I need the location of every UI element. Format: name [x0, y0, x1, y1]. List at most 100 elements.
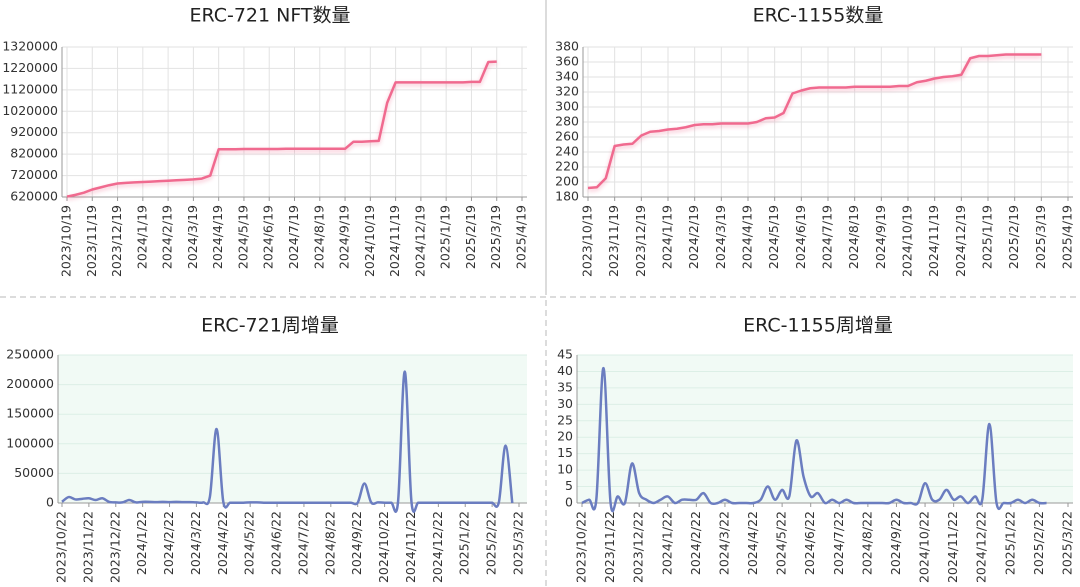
y-tick-label: 280 [555, 114, 579, 129]
x-tick-label: 2024/8/22 [322, 511, 337, 575]
x-tick-label: 2024/7/22 [295, 511, 310, 575]
y-tick-label: 25 [557, 412, 573, 427]
x-tick-label: 2024/12/19 [412, 205, 427, 277]
y-tick-label: 180 [555, 189, 579, 204]
y-tick-label: 0 [46, 495, 54, 510]
x-tick-label: 2024/9/19 [337, 205, 352, 269]
plot-area [577, 355, 1073, 503]
x-tick-label: 2024/7/19 [286, 205, 301, 269]
x-tick-label: 2024/9/22 [349, 511, 364, 575]
x-tick-label: 2024/10/22 [917, 511, 932, 583]
x-tick-label: 2025/4/19 [1060, 205, 1075, 269]
x-tick-label: 2024/7/22 [831, 511, 846, 575]
x-tick-label: 2024/4/22 [215, 511, 230, 575]
y-tick-label: 0 [565, 495, 573, 510]
y-tick-label: 300 [555, 99, 579, 114]
x-tick-label: 2024/11/19 [387, 205, 402, 277]
y-tick-label: 150000 [6, 406, 54, 421]
x-tick-label: 2024/10/19 [362, 205, 377, 277]
x-tick-label: 2025/2/19 [463, 205, 478, 269]
x-tick-label: 2024/12/22 [974, 511, 989, 583]
x-tick-label: 2025/1/22 [457, 511, 472, 575]
x-tick-label: 2024/1/22 [134, 511, 149, 575]
y-tick-label: 50000 [14, 465, 54, 480]
x-tick-label: 2024/6/22 [802, 511, 817, 575]
x-tick-label: 2024/3/22 [716, 511, 731, 575]
chart-title: ERC-1155周增量 [743, 315, 893, 337]
x-tick-label: 2023/12/22 [107, 511, 122, 583]
y-tick-label: 340 [555, 69, 579, 84]
plot-area [58, 355, 527, 503]
y-tick-label: 720000 [10, 167, 58, 182]
y-tick-label: 100000 [6, 435, 54, 450]
x-tick-label: 2025/2/22 [1031, 511, 1046, 575]
y-tick-label: 10 [557, 462, 573, 477]
line [587, 53, 1042, 190]
x-tick-label: 2024/9/22 [888, 511, 903, 575]
x-tick-label: 2024/11/19 [926, 205, 941, 277]
x-tick-label: 2024/1/19 [660, 205, 675, 269]
x-tick-label: 2024/8/22 [859, 511, 874, 575]
y-tick-label: 1120000 [2, 81, 58, 96]
y-tick-label: 5 [565, 478, 573, 493]
x-tick-label: 2025/1/19 [980, 205, 995, 269]
x-tick-label: 2025/2/19 [1006, 205, 1021, 269]
y-tick-label: 40 [557, 363, 573, 378]
x-tick-label: 2024/4/22 [745, 511, 760, 575]
x-tick-label: 2025/3/19 [1033, 205, 1048, 269]
x-tick-label: 2024/2/19 [686, 205, 701, 269]
x-tick-label: 2024/8/19 [846, 205, 861, 269]
x-tick-label: 2023/12/22 [631, 511, 646, 583]
x-tick-label: 2023/11/19 [84, 205, 99, 277]
x-tick-label: 2024/3/19 [185, 205, 200, 269]
x-tick-label: 2024/5/22 [774, 511, 789, 575]
x-tick-label: 2024/12/19 [953, 205, 968, 277]
line [66, 60, 497, 198]
x-tick-label: 2023/10/22 [54, 511, 69, 583]
y-tick-label: 320 [555, 84, 579, 99]
line [61, 370, 514, 513]
chart-title: ERC-721 NFT数量 [189, 5, 350, 27]
x-tick-label: 2024/10/19 [900, 205, 915, 277]
y-tick-label: 200000 [6, 376, 54, 391]
y-tick-label: 620000 [10, 189, 58, 204]
y-tick-label: 360 [555, 54, 579, 69]
chart-title: ERC-721周增量 [201, 315, 339, 337]
y-tick-label: 240 [555, 144, 579, 159]
x-tick-label: 2024/1/22 [659, 511, 674, 575]
x-tick-label: 2024/2/19 [160, 205, 175, 269]
y-tick-label: 200 [555, 174, 579, 189]
x-tick-label: 2025/1/22 [1002, 511, 1017, 575]
x-tick-label: 2024/12/22 [430, 511, 445, 583]
y-tick-label: 820000 [10, 146, 58, 161]
x-tick-label: 2024/2/22 [161, 511, 176, 575]
x-tick-label: 2025/3/19 [488, 205, 503, 269]
x-tick-label: 2024/2/22 [688, 511, 703, 575]
x-tick-label: 2024/5/19 [235, 205, 250, 269]
x-tick-label: 2024/4/19 [210, 205, 225, 269]
x-tick-label: 2024/8/19 [311, 205, 326, 269]
x-tick-label: 2024/3/22 [188, 511, 203, 575]
x-tick-label: 2024/5/19 [766, 205, 781, 269]
x-tick-label: 2025/1/19 [438, 205, 453, 269]
y-tick-label: 920000 [10, 124, 58, 139]
x-tick-label: 2024/5/22 [242, 511, 257, 575]
x-tick-label: 2025/2/22 [484, 511, 499, 575]
y-tick-label: 45 [557, 347, 573, 362]
y-tick-label: 1320000 [2, 39, 58, 54]
x-tick-label: 2025/3/22 [511, 511, 526, 575]
x-tick-label: 2024/1/19 [134, 205, 149, 269]
y-tick-label: 1020000 [2, 103, 58, 118]
x-tick-label: 2024/4/19 [740, 205, 755, 269]
x-tick-label: 2023/12/19 [109, 205, 124, 277]
x-tick-label: 2024/10/22 [376, 511, 391, 583]
x-tick-label: 2023/10/19 [59, 205, 74, 277]
y-tick-label: 380 [555, 39, 579, 54]
x-tick-label: 2025/3/22 [1060, 511, 1075, 575]
y-tick-label: 20 [557, 429, 573, 444]
x-tick-label: 2024/6/22 [269, 511, 284, 575]
y-tick-label: 220 [555, 159, 579, 174]
x-tick-label: 2025/4/19 [514, 205, 529, 269]
x-tick-label: 2024/6/19 [793, 205, 808, 269]
